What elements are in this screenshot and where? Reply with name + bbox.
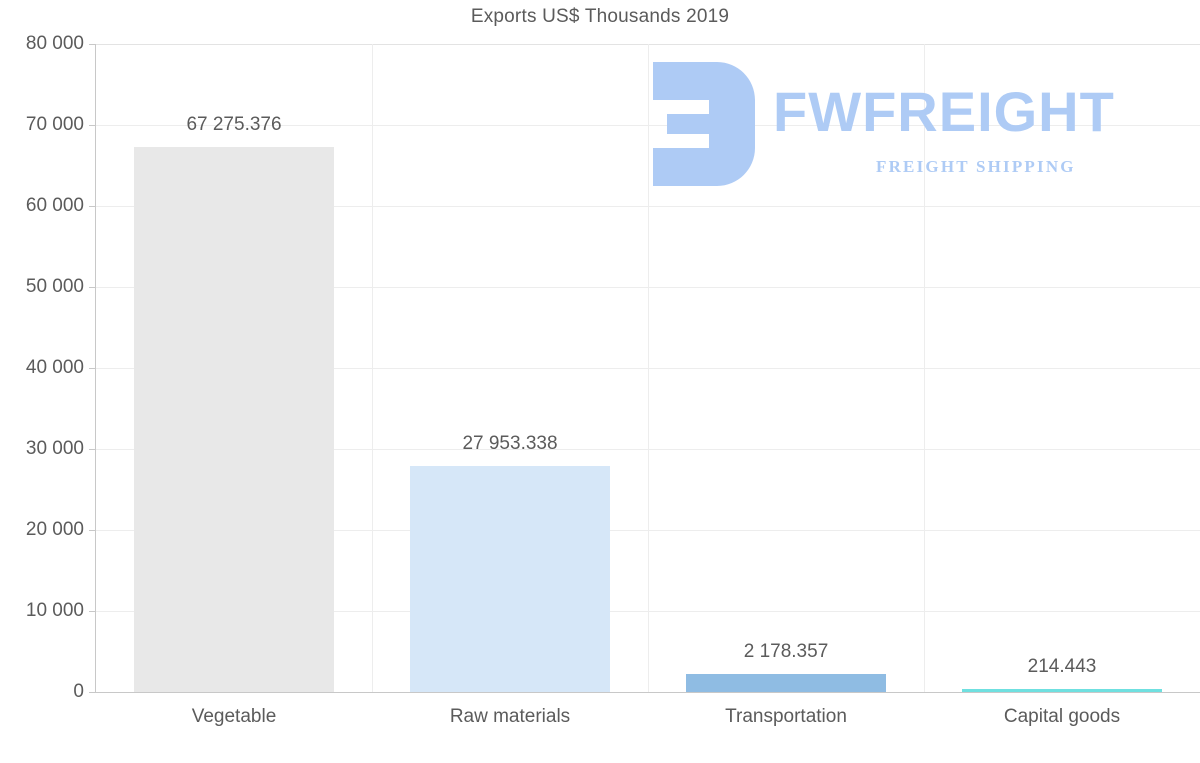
y-axis-tick-mark bbox=[89, 206, 95, 207]
y-axis-tick-label: 10 000 bbox=[25, 600, 84, 621]
y-axis-tick-label: 40 000 bbox=[25, 357, 84, 378]
bar-value-label: 27 953.338 bbox=[462, 432, 558, 454]
y-axis-tick-mark bbox=[89, 449, 95, 450]
y-axis-tick-label: 60 000 bbox=[25, 195, 84, 216]
y-axis-line bbox=[95, 44, 96, 693]
gridline-vertical bbox=[372, 44, 373, 692]
y-axis-tick-label: 80 000 bbox=[25, 33, 84, 54]
y-axis-tick-mark bbox=[89, 611, 95, 612]
gridline-vertical bbox=[924, 44, 925, 692]
plot-area bbox=[96, 44, 1200, 692]
y-axis-tick-label: 70 000 bbox=[25, 114, 84, 135]
y-axis-tick-label: 30 000 bbox=[25, 438, 84, 459]
bar-value-label: 2 178.357 bbox=[743, 641, 829, 663]
y-axis-tick-label: 50 000 bbox=[25, 276, 84, 297]
y-axis-tick-label: 20 000 bbox=[25, 519, 84, 540]
gridline-vertical bbox=[648, 44, 649, 692]
x-axis-tick-label: Transportation bbox=[725, 706, 847, 727]
y-axis-tick-mark bbox=[89, 125, 95, 126]
y-axis-tick-mark bbox=[89, 287, 95, 288]
bar-value-label: 67 275.376 bbox=[186, 114, 282, 136]
bar[interactable] bbox=[962, 689, 1162, 692]
y-axis-tick-mark bbox=[89, 368, 95, 369]
chart-title: Exports US$ Thousands 2019 bbox=[470, 6, 730, 27]
x-axis-tick-label: Raw materials bbox=[449, 706, 571, 727]
y-axis-tick-mark bbox=[89, 44, 95, 45]
bar[interactable] bbox=[410, 465, 610, 692]
bar[interactable] bbox=[134, 147, 334, 692]
bar[interactable] bbox=[686, 674, 886, 692]
y-axis-tick-label: 0 bbox=[73, 681, 84, 702]
y-axis-tick-mark bbox=[89, 692, 95, 693]
x-axis-tick-label: Capital goods bbox=[1003, 706, 1121, 727]
x-axis-line bbox=[96, 692, 1200, 693]
bar-value-label: 214.443 bbox=[1027, 656, 1097, 677]
y-axis-tick-mark bbox=[89, 530, 95, 531]
x-axis-tick-label: Vegetable bbox=[191, 706, 277, 727]
